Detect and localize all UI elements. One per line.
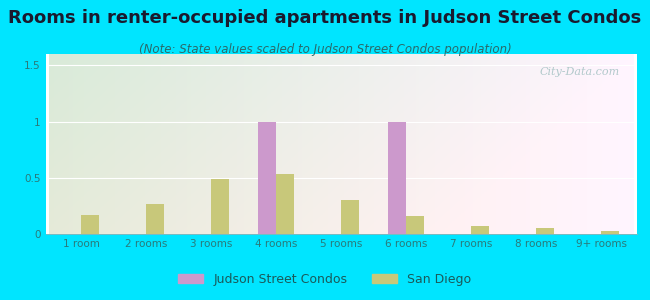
Bar: [211, 179, 229, 234]
Bar: [81, 215, 99, 234]
Bar: [341, 200, 359, 234]
Text: City-Data.com: City-Data.com: [539, 67, 619, 76]
Bar: [258, 122, 276, 234]
Bar: [601, 231, 619, 234]
Bar: [388, 122, 406, 234]
Bar: [536, 228, 554, 234]
Text: (Note: State values scaled to Judson Street Condos population): (Note: State values scaled to Judson Str…: [138, 44, 512, 56]
Text: Rooms in renter-occupied apartments in Judson Street Condos: Rooms in renter-occupied apartments in J…: [8, 9, 642, 27]
Bar: [146, 204, 164, 234]
Bar: [276, 174, 294, 234]
Bar: [406, 216, 424, 234]
Bar: [471, 226, 489, 234]
Legend: Judson Street Condos, San Diego: Judson Street Condos, San Diego: [174, 268, 476, 291]
